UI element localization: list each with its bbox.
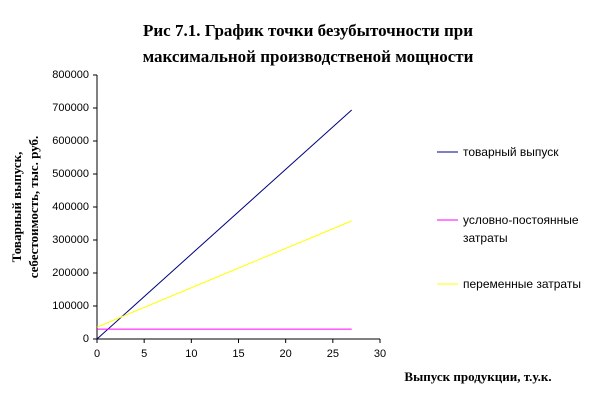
legend-label: товарный выпуск [463,145,559,159]
x-tick-label: 25 [327,348,339,360]
y-axis-label: Товарный выпуск, [9,152,24,263]
chart-title: максимальной производственой мощности [143,47,474,66]
y-tick-label: 400000 [52,201,89,213]
x-tick-label: 10 [185,348,197,360]
y-tick-label: 800000 [52,69,89,81]
x-tick-label: 30 [374,348,386,360]
y-axis-label: себестоимость, тыс. руб. [26,136,41,279]
y-tick-label: 500000 [52,168,89,180]
y-tick-label: 0 [83,333,89,345]
y-tick-label: 100000 [52,300,89,312]
x-tick-label: 5 [141,348,147,360]
x-tick-label: 15 [232,348,244,360]
y-tick-label: 600000 [52,135,89,147]
y-tick-label: 200000 [52,267,89,279]
chart-title: Рис 7.1. График точки безубыточности при [143,21,473,40]
y-tick-label: 700000 [52,102,89,114]
legend-label: переменные затраты [463,277,581,291]
series-line [96,109,353,340]
legend-label: условно-постоянные затраты [463,213,579,245]
y-tick-label: 300000 [52,234,89,246]
series-line [96,220,352,328]
x-tick-label: 20 [280,348,292,360]
x-axis-label: Выпуск продукции, т.у.к. [404,369,551,384]
x-tick-label: 0 [94,348,100,360]
